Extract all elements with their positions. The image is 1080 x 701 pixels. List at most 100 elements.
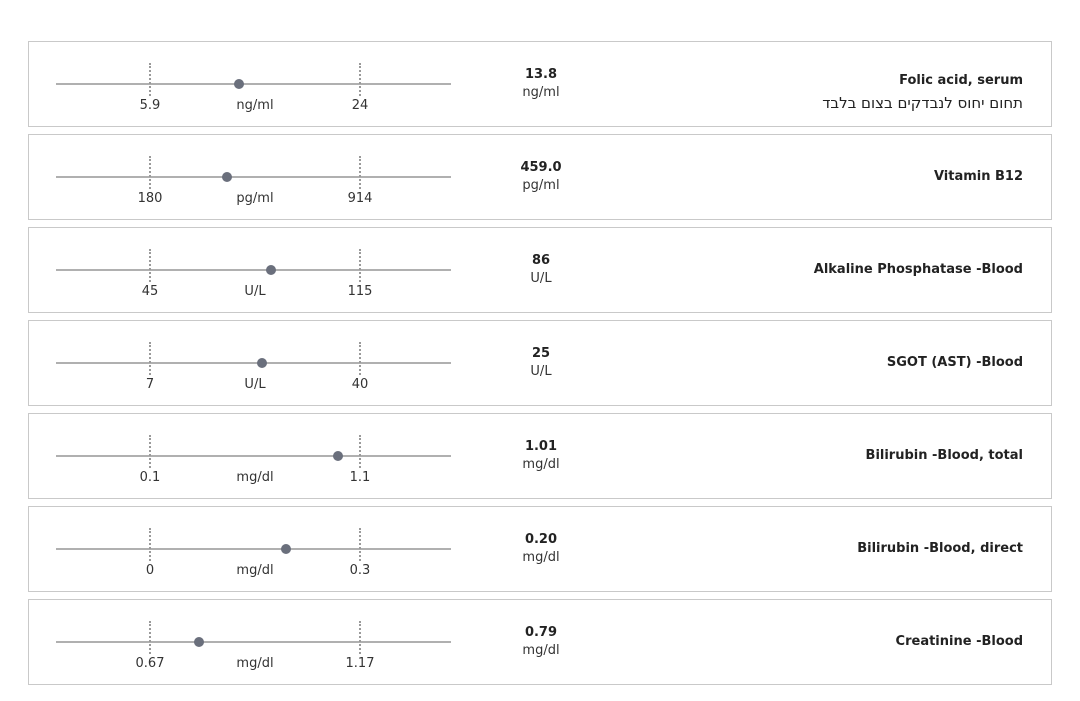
low-tick bbox=[149, 435, 151, 468]
results-list: 5.9 ng/ml 24 13.8 ng/ml Folic acid, serum תחום… bbox=[28, 41, 1052, 692]
test-name: Vitamin B12 bbox=[933, 169, 1023, 184]
result-number: 25 bbox=[531, 346, 551, 361]
low-tick bbox=[149, 249, 151, 282]
result-number: 1.01 bbox=[524, 439, 558, 454]
range-unit-label: pg/ml bbox=[236, 191, 274, 206]
range-unit-label: mg/dl bbox=[236, 470, 274, 485]
test-name: Alkaline Phosphatase -Blood bbox=[813, 262, 1023, 277]
value-marker bbox=[221, 172, 232, 182]
range-high-label: 914 bbox=[347, 191, 373, 206]
reference-range-bar: 180 pg/ml 914 bbox=[29, 135, 489, 219]
range-low-label: 7 bbox=[145, 377, 155, 392]
range-unit-label: mg/dl bbox=[236, 563, 274, 578]
low-tick bbox=[149, 621, 151, 654]
range-high-label: 1.17 bbox=[345, 656, 375, 671]
high-tick bbox=[359, 156, 361, 189]
range-track bbox=[56, 455, 451, 457]
range-high-label: 24 bbox=[351, 98, 369, 113]
range-low-label: 180 bbox=[137, 191, 163, 206]
value-marker bbox=[265, 265, 276, 275]
low-tick bbox=[149, 528, 151, 561]
result-card[interactable]: 7 U/L 40 25 U/L SGOT (AST) -Blood bbox=[28, 320, 1052, 406]
range-low-label: 0 bbox=[145, 563, 155, 578]
reference-range-bar: 0.1 mg/dl 1.1 bbox=[29, 414, 489, 498]
test-name-block: Creatinine -Blood bbox=[896, 633, 1023, 651]
result-unit: U/L bbox=[530, 364, 552, 379]
result-value: 25 U/L bbox=[491, 345, 591, 381]
result-number: 86 bbox=[531, 253, 551, 268]
reference-range-bar: 5.9 ng/ml 24 bbox=[29, 42, 489, 126]
test-name: Bilirubin -Blood, total bbox=[865, 448, 1023, 463]
range-track bbox=[56, 176, 451, 178]
test-name: SGOT (AST) -Blood bbox=[886, 355, 1023, 370]
range-track bbox=[56, 548, 451, 550]
value-marker bbox=[333, 451, 343, 461]
result-value: 13.8 ng/ml bbox=[491, 66, 591, 102]
range-unit-label: U/L bbox=[244, 284, 266, 299]
test-name-block: Folic acid, serum תחום יחוס לנבדקים בצום … bbox=[822, 72, 1023, 114]
high-tick bbox=[359, 621, 361, 654]
test-note: תחום יחוס לנבדקים בצום בלבד bbox=[822, 94, 1023, 112]
test-name: Folic acid, serum bbox=[899, 73, 1023, 88]
range-unit-label: mg/dl bbox=[236, 656, 274, 671]
result-card[interactable]: 5.9 ng/ml 24 13.8 ng/ml Folic acid, serum תחום… bbox=[28, 41, 1052, 127]
high-tick bbox=[359, 249, 361, 282]
reference-range-bar: 45 U/L 115 bbox=[29, 228, 489, 312]
test-name-block: Vitamin B12 bbox=[934, 168, 1023, 186]
high-tick bbox=[359, 435, 361, 468]
result-card[interactable]: 0.67 mg/dl 1.17 0.79 mg/dl Creatinine -Blood bbox=[28, 599, 1052, 685]
test-name-block: SGOT (AST) -Blood bbox=[887, 354, 1023, 372]
test-name-block: Bilirubin -Blood, total bbox=[866, 447, 1023, 465]
result-unit: U/L bbox=[530, 271, 552, 286]
reference-range-bar: 0 mg/dl 0.3 bbox=[29, 507, 489, 591]
range-track bbox=[56, 641, 451, 643]
result-unit: mg/dl bbox=[522, 550, 560, 565]
result-card[interactable]: 0 mg/dl 0.3 0.20 mg/dl Bilirubin -Blood, dire… bbox=[28, 506, 1052, 592]
range-low-label: 45 bbox=[141, 284, 159, 299]
result-number: 0.79 bbox=[524, 625, 558, 640]
result-value: 459.0 pg/ml bbox=[491, 159, 591, 195]
result-unit: mg/dl bbox=[522, 457, 560, 472]
test-name-block: Bilirubin -Blood, direct bbox=[857, 540, 1023, 558]
high-tick bbox=[359, 63, 361, 96]
result-number: 459.0 bbox=[520, 160, 562, 175]
low-tick bbox=[149, 342, 151, 375]
range-unit-label: U/L bbox=[244, 377, 266, 392]
high-tick bbox=[359, 528, 361, 561]
range-low-label: 5.9 bbox=[139, 98, 161, 113]
reference-range-bar: 0.67 mg/dl 1.17 bbox=[29, 600, 489, 684]
low-tick bbox=[149, 156, 151, 189]
low-tick bbox=[149, 63, 151, 96]
value-marker bbox=[280, 544, 291, 554]
range-unit-label: ng/ml bbox=[236, 98, 274, 113]
range-high-label: 0.3 bbox=[349, 563, 371, 578]
result-unit: mg/dl bbox=[522, 643, 560, 658]
range-track bbox=[56, 269, 451, 271]
result-unit: pg/ml bbox=[522, 178, 560, 193]
result-card[interactable]: 45 U/L 115 86 U/L Alkaline Phosphatase -Blood bbox=[28, 227, 1052, 313]
range-track bbox=[56, 362, 451, 364]
result-value: 0.20 mg/dl bbox=[491, 531, 591, 567]
result-card[interactable]: 180 pg/ml 914 459.0 pg/ml Vitamin B12 bbox=[28, 134, 1052, 220]
value-marker bbox=[194, 637, 205, 647]
result-value: 86 U/L bbox=[491, 252, 591, 288]
result-number: 0.20 bbox=[524, 532, 558, 547]
result-number: 13.8 bbox=[524, 67, 558, 82]
range-track bbox=[56, 83, 451, 85]
high-tick bbox=[359, 342, 361, 375]
test-name: Bilirubin -Blood, direct bbox=[857, 541, 1023, 556]
range-low-label: 0.1 bbox=[139, 470, 161, 485]
result-card[interactable]: 0.1 mg/dl 1.1 1.01 mg/dl Bilirubin -Blood, to… bbox=[28, 413, 1052, 499]
result-value: 1.01 mg/dl bbox=[491, 438, 591, 474]
result-unit: ng/ml bbox=[522, 85, 560, 100]
value-marker bbox=[257, 358, 268, 368]
range-high-label: 115 bbox=[347, 284, 373, 299]
range-low-label: 0.67 bbox=[135, 656, 165, 671]
test-name-block: Alkaline Phosphatase -Blood bbox=[814, 261, 1023, 279]
range-high-label: 1.1 bbox=[349, 470, 371, 485]
test-name: Creatinine -Blood bbox=[895, 634, 1023, 649]
range-high-label: 40 bbox=[351, 377, 369, 392]
value-marker bbox=[234, 79, 245, 89]
reference-range-bar: 7 U/L 40 bbox=[29, 321, 489, 405]
result-value: 0.79 mg/dl bbox=[491, 624, 591, 660]
